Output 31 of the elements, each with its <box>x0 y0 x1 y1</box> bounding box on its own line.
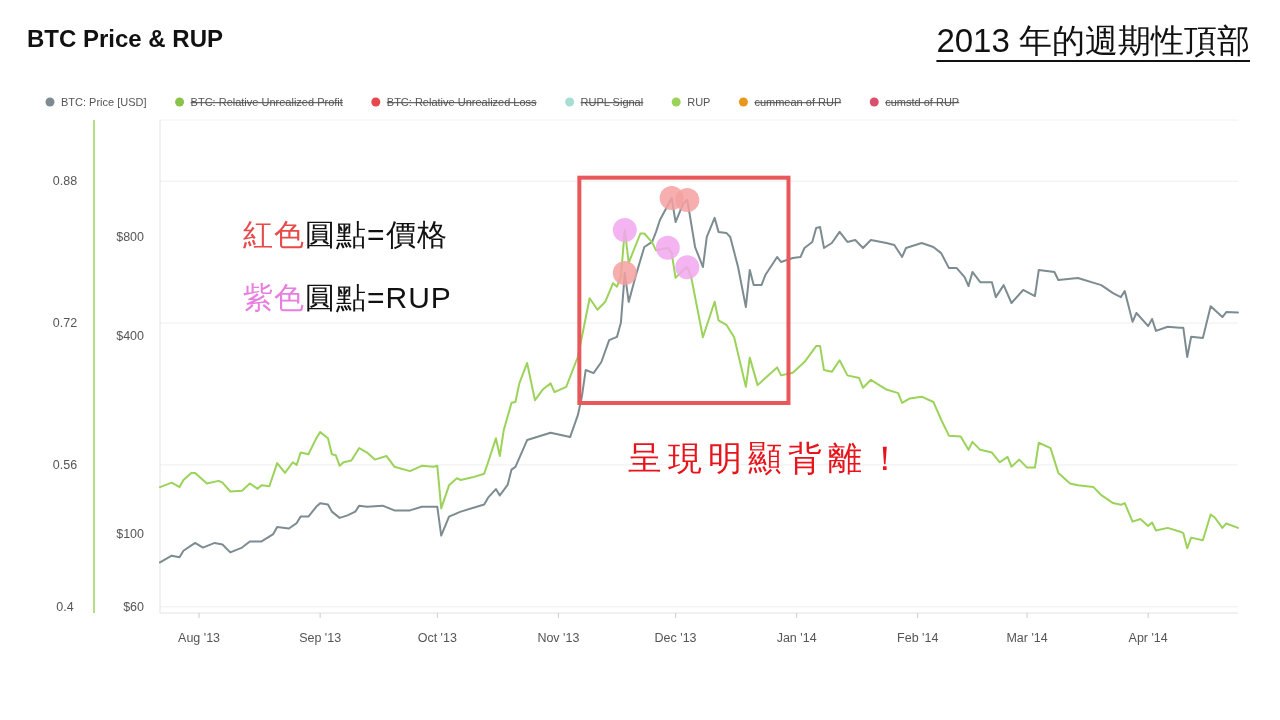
x-tick-label: Aug '13 <box>178 631 221 645</box>
y-tick-label: 0.56 <box>52 457 78 472</box>
x-tick-label: Dec '13 <box>654 631 697 645</box>
point <box>675 187 700 212</box>
chart-title: BTC Price & RUP <box>27 25 224 52</box>
legend-label: cummean of RUP <box>754 96 842 108</box>
x-tick-label: Feb '14 <box>897 631 939 645</box>
legend-label: BTC: Price [USD] <box>61 96 147 108</box>
x-tick-label: Mar '14 <box>1006 631 1048 645</box>
x-tick-label: Apr '14 <box>1128 631 1168 645</box>
y2-tick-label: $100 <box>116 527 145 542</box>
y2-tick-label: $800 <box>116 229 145 244</box>
x-tick-label: Oct '13 <box>417 631 457 645</box>
x-tick-label: Sep '13 <box>299 631 342 645</box>
y-tick-label: 0.88 <box>52 174 78 189</box>
y2-tick-label: $400 <box>116 328 145 343</box>
chart-subtitle: 2013 年的週期性頂部 <box>936 22 1250 59</box>
y-tick-label: 0.4 <box>56 599 74 614</box>
x-tick-label: Nov '13 <box>537 631 580 645</box>
x-tick-label: Jan '14 <box>776 631 817 645</box>
y2-tick-label: $60 <box>123 600 145 615</box>
point <box>612 261 637 286</box>
y-tick-label: 0.72 <box>52 316 78 331</box>
legend-label: cumstd of RUP <box>885 96 960 108</box>
legend-label: RUP <box>687 96 711 108</box>
legend-label: RUPL Signal <box>580 96 644 108</box>
annotation: 紫色圓點=RUP <box>243 281 452 314</box>
annotation: 呈現明顯背離！ <box>628 439 908 477</box>
annotation: 紅色圓點=價格 <box>243 218 448 251</box>
legend-label: BTC: Relative Unrealized Loss <box>386 96 538 108</box>
legend-label: BTC: Relative Unrealized Profit <box>190 96 343 108</box>
